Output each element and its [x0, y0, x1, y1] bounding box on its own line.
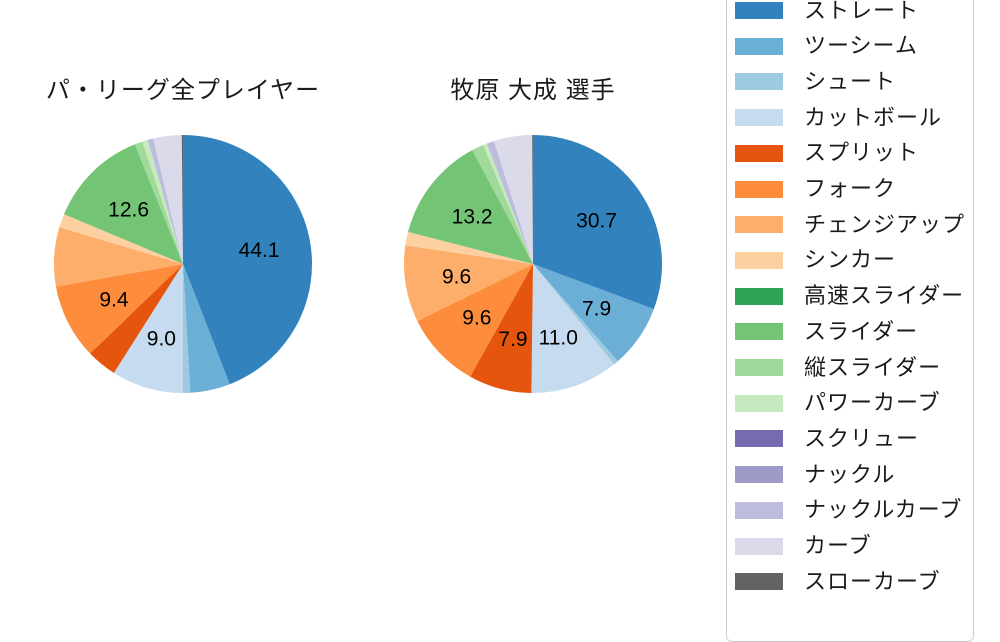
legend-item: スローカーブ [735, 568, 941, 594]
pie-slice-フォーク [55, 264, 183, 354]
pie-value-label: 12.6 [108, 198, 149, 221]
legend-item-label: カーブ [804, 533, 872, 558]
legend-item: カットボール [735, 104, 943, 130]
legend-item-label: スライダー [804, 318, 919, 344]
pie-value-label: 11.0 [539, 326, 578, 349]
pie-value-label: 9.4 [99, 288, 129, 311]
legend-item-label: スプリット [804, 140, 920, 166]
legend-item: シンカー [735, 248, 896, 272]
legend-item: カーブ [735, 534, 872, 558]
pie-slice-縦スライダー [134, 141, 183, 264]
pie-slice-シュート [533, 264, 618, 365]
legend-item: 縦スライダー [735, 354, 942, 380]
legend-color-swatch [735, 287, 783, 305]
pie-slice-シンカー [59, 214, 183, 264]
legend-item: ツーシーム [735, 34, 918, 58]
pie-value-label: 9.6 [442, 265, 471, 288]
pie-slice-ナックルカーブ [147, 138, 183, 264]
legend-item: チェンジアップ [735, 211, 966, 237]
legend-color-swatch [735, 109, 783, 127]
pie-slice-シュート [183, 264, 191, 393]
pie-value-label: 13.2 [452, 206, 493, 229]
legend-item: ナックルカーブ [735, 498, 962, 522]
legend-color-swatch [735, 323, 783, 341]
pie-slice-パワーカーブ [142, 139, 183, 264]
legend-item: ナックル [735, 461, 896, 487]
pie-slice-ナックルカーブ [487, 141, 533, 264]
legend-item-label: 縦スライダー [804, 354, 942, 380]
legend-item: スプリット [735, 141, 919, 165]
chart-title-left: パ・リーグ全プレイヤー [45, 77, 321, 104]
legend-item: ストレート [735, 0, 919, 23]
pie-value-label: 9.6 [462, 307, 491, 330]
pie-slice-ツーシーム [533, 264, 654, 362]
legend-color-swatch [735, 573, 783, 591]
pie-value-label: 7.9 [582, 297, 611, 320]
pie-slice-チェンジアップ [403, 245, 533, 322]
legend-item-label: ストレート [804, 0, 920, 23]
legend-item-label: 高速スライダー [804, 283, 965, 309]
legend-color-swatch [735, 359, 783, 376]
figure: パ・リーグ全プレイヤー 牧原 大成 選手 44.1 9.0 9.4 12.6 30.7… [45, 0, 974, 642]
legend-item-label: スクリュー [804, 425, 920, 451]
legend-item-label: シュート [804, 68, 897, 94]
legend-item: スライダー [735, 318, 919, 344]
legend-color-swatch [735, 37, 783, 55]
pie-slice-スプリット [470, 264, 533, 393]
pie-slice-ツーシーム [183, 264, 230, 393]
legend-item-label: カットボール [804, 104, 943, 130]
pie-slice-スライダー [408, 150, 533, 264]
pie-value-label: 44.1 [239, 239, 280, 262]
legend-item-label: ナックル [804, 461, 896, 487]
legend-color-swatch [735, 180, 783, 198]
pie-slice-パワーカーブ [483, 143, 533, 264]
legend-color-swatch [735, 537, 783, 555]
pie-slice-ストレート [183, 135, 313, 385]
pie-slice-スローカーブ [181, 135, 183, 264]
pie-chart-left: 44.1 9.0 9.4 12.6 [53, 135, 313, 393]
pie-value-label: 30.7 [576, 209, 617, 232]
legend-color-swatch [735, 466, 783, 484]
pie-slice-フォーク [417, 264, 533, 377]
legend-item-label: フォーク [804, 176, 897, 201]
pie-slice-チェンジアップ [53, 227, 183, 287]
legend-color-swatch [735, 73, 783, 91]
chart-title-right: 牧原 大成 選手 [450, 77, 616, 104]
pie-value-label: 7.9 [498, 328, 527, 351]
legend: ストレートツーシームシュートカットボール スプリットフォークチェンジアップ シンカー… [726, 0, 974, 642]
legend-color-swatch [735, 2, 783, 19]
pie-slice-カットボール [113, 264, 183, 393]
legend-item: パワーカーブ [735, 391, 941, 415]
legend-item: フォーク [735, 177, 896, 201]
legend-item-label: チェンジアップ [804, 211, 966, 237]
pie-slice-ストレート [533, 135, 662, 310]
legend-item-label: ナックルカーブ [804, 497, 963, 523]
pie-value-label: 9.0 [147, 328, 176, 351]
pie-slice-カーブ [493, 135, 533, 264]
pie-slice-スプリット [90, 264, 183, 373]
legend-color-swatch [735, 430, 783, 448]
legend-color-swatch [735, 216, 783, 234]
legend-color-swatch [735, 501, 783, 519]
legend-item: 高速スライダー [735, 284, 964, 308]
legend-item-label: パワーカーブ [804, 390, 941, 416]
pie-chart-right: 30.77.911.07.99.69.613.2 [403, 134, 662, 394]
legend-color-swatch [735, 144, 783, 162]
legend-item-label: スローカーブ [804, 568, 941, 594]
legend-item: スクリュー [735, 425, 920, 451]
pie-slice-カーブ [153, 135, 183, 264]
legend-item-label: シンカー [804, 247, 897, 273]
pie-slice-カットボール [531, 264, 614, 394]
legend-item-label: ツーシーム [804, 33, 918, 59]
legend-color-swatch [735, 251, 783, 269]
legend-item: シュート [735, 68, 897, 94]
pie-slice-スライダー [63, 144, 184, 264]
pie-slice-縦スライダー [472, 144, 533, 264]
legend-color-swatch [735, 394, 783, 412]
pie-slice-シンカー [405, 231, 533, 264]
